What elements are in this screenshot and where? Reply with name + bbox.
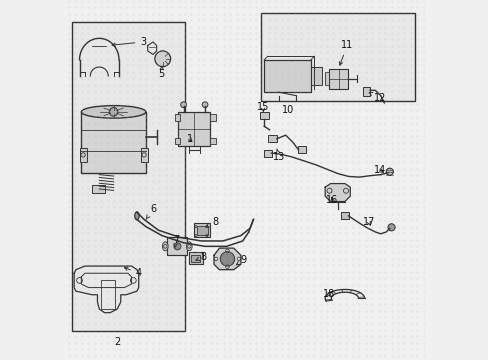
Text: 6: 6 xyxy=(145,204,156,220)
Bar xyxy=(264,60,310,92)
Bar xyxy=(167,237,187,255)
Text: 12: 12 xyxy=(368,93,385,103)
Ellipse shape xyxy=(81,105,145,118)
Text: 4: 4 xyxy=(124,267,142,278)
Text: 18: 18 xyxy=(323,289,335,299)
Text: 7: 7 xyxy=(173,235,179,248)
Text: 1: 1 xyxy=(186,134,192,144)
Text: 13: 13 xyxy=(273,149,285,162)
Bar xyxy=(267,135,276,142)
Text: 15: 15 xyxy=(256,102,269,112)
Circle shape xyxy=(202,102,207,108)
Ellipse shape xyxy=(186,242,192,251)
Bar xyxy=(260,13,414,101)
Bar xyxy=(194,223,210,237)
Bar xyxy=(81,112,145,173)
Text: 9: 9 xyxy=(236,255,246,265)
Ellipse shape xyxy=(135,212,139,220)
Text: 14: 14 xyxy=(373,165,385,175)
Text: 8: 8 xyxy=(205,217,219,227)
Bar xyxy=(191,255,200,262)
Circle shape xyxy=(174,243,181,250)
Text: 11: 11 xyxy=(339,40,353,65)
Bar xyxy=(260,112,268,119)
Bar xyxy=(188,252,202,264)
Bar xyxy=(178,112,210,146)
Bar xyxy=(174,138,180,144)
Bar xyxy=(298,146,305,153)
Bar xyxy=(197,226,207,234)
Bar xyxy=(72,22,184,330)
Text: 16: 16 xyxy=(325,195,338,206)
Bar xyxy=(174,114,180,121)
Text: 17: 17 xyxy=(362,217,374,227)
Polygon shape xyxy=(214,248,241,270)
Circle shape xyxy=(155,51,170,67)
Bar xyxy=(80,148,86,162)
Text: 2: 2 xyxy=(114,337,120,347)
Bar xyxy=(362,87,369,96)
Circle shape xyxy=(109,108,118,116)
Circle shape xyxy=(386,168,392,175)
Bar xyxy=(210,114,215,121)
Bar xyxy=(328,69,348,89)
Bar xyxy=(92,185,104,193)
Polygon shape xyxy=(325,184,349,202)
Circle shape xyxy=(220,252,234,266)
Circle shape xyxy=(387,224,394,231)
Bar xyxy=(341,212,348,220)
Bar xyxy=(325,72,329,85)
Bar xyxy=(140,148,147,162)
Text: 3: 3 xyxy=(112,37,146,47)
Circle shape xyxy=(180,102,186,108)
Bar xyxy=(210,138,215,144)
Text: 5: 5 xyxy=(158,66,164,79)
Ellipse shape xyxy=(162,242,168,251)
Text: 8: 8 xyxy=(196,252,206,262)
Bar xyxy=(101,280,115,309)
Bar xyxy=(264,149,271,157)
Bar xyxy=(310,67,321,85)
Text: 10: 10 xyxy=(282,105,294,115)
